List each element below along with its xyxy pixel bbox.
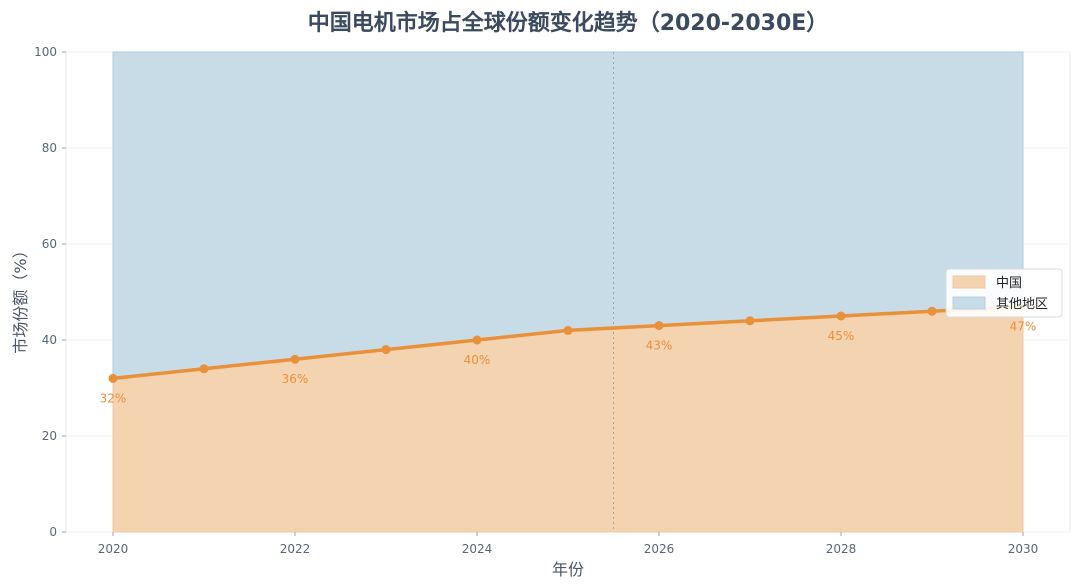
- data-label: 43%: [646, 339, 673, 353]
- data-point: [108, 373, 118, 383]
- data-point: [381, 345, 391, 355]
- legend-label: 中国: [996, 276, 1022, 291]
- x-tick-label: 2024: [462, 542, 493, 556]
- legend-swatch: [952, 296, 986, 310]
- x-tick-label: 2028: [826, 542, 857, 556]
- y-tick-label: 0: [49, 525, 57, 539]
- data-point: [836, 311, 846, 321]
- y-tick-label: 40: [42, 333, 57, 347]
- legend-label: 其他地区: [996, 297, 1048, 312]
- data-point: [199, 364, 209, 374]
- x-axis-ticks: 2020 2022 2024 2026 2028 2030: [98, 532, 1039, 556]
- chart-title: 中国电机市场占全球份额变化趋势（2020-2030E）: [308, 10, 829, 36]
- data-label: 45%: [828, 329, 855, 343]
- legend-swatch: [952, 275, 986, 289]
- data-label: 36%: [282, 372, 309, 386]
- data-label: 47%: [1010, 319, 1037, 333]
- data-point: [563, 325, 573, 335]
- data-point: [927, 306, 937, 316]
- y-axis-label: 市场份额（%）: [11, 242, 30, 353]
- data-point: [654, 321, 664, 331]
- data-labels: 32% 36% 40% 43% 45% 47%: [100, 319, 1037, 405]
- areas: [112, 51, 1024, 533]
- data-label: 40%: [464, 353, 491, 367]
- plot-area: 32% 36% 40% 43% 45% 47%: [65, 51, 1071, 533]
- data-point: [290, 354, 300, 364]
- x-axis-label: 年份: [552, 560, 584, 579]
- data-label: 32%: [100, 391, 127, 405]
- x-tick-label: 2026: [644, 542, 675, 556]
- y-tick-label: 80: [42, 141, 57, 155]
- y-tick-label: 100: [34, 45, 57, 59]
- y-axis-ticks: 0 20 40 60 80 100: [34, 45, 66, 539]
- y-tick-label: 20: [42, 429, 57, 443]
- x-tick-label: 2022: [280, 542, 311, 556]
- y-tick-label: 60: [42, 237, 57, 251]
- x-tick-label: 2020: [98, 542, 129, 556]
- data-point: [472, 335, 482, 345]
- x-tick-label: 2030: [1008, 542, 1039, 556]
- data-point: [745, 316, 755, 326]
